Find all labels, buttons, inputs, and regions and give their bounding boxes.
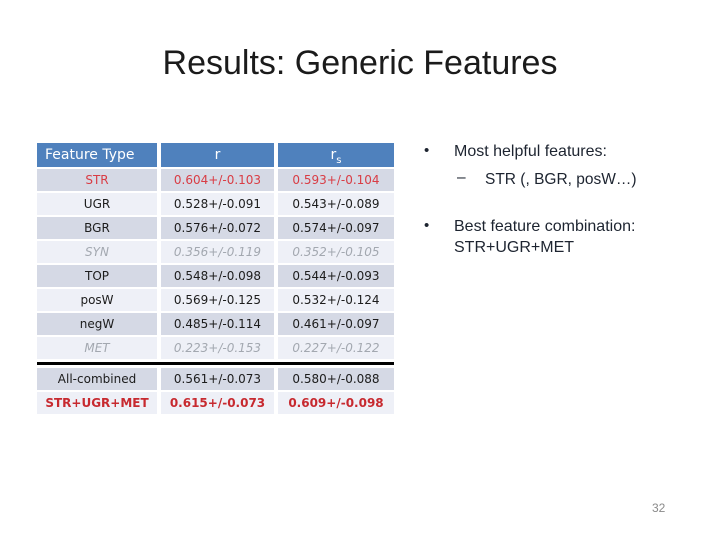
table-cell-feature-TOP: TOP [37, 265, 157, 287]
notes-panel: • Most helpful features: – STR (, BGR, p… [424, 141, 706, 258]
bullet-best-combination-label: Best feature combination: STR+UGR+MET [454, 216, 706, 258]
table-cell-r-BGR: 0.576+/-0.072 [161, 217, 274, 239]
slide-title: Results: Generic Features [162, 44, 558, 82]
table-separator-line [37, 362, 394, 365]
table-cell-rs-UGR: 0.543+/-0.089 [278, 193, 394, 215]
table-cell-rs-STR: 0.593+/-0.104 [278, 169, 394, 191]
bullet-best-combination: • Best feature combination: STR+UGR+MET [424, 216, 706, 258]
table-cell-feature-STR: STR [37, 169, 157, 191]
spacer [424, 190, 706, 216]
column-header-rs: rs [278, 143, 394, 167]
best-combination-line1: Best feature combination: [454, 218, 636, 235]
sub-bullet-label: STR (, BGR, posW…) [485, 171, 637, 188]
table-cell-feature-BGR: BGR [37, 217, 157, 239]
table-cell-r-MET: 0.223+/-0.153 [161, 337, 274, 359]
table-cell-feature-UGR: UGR [37, 193, 157, 215]
table-cell-rs-TOP: 0.544+/-0.093 [278, 265, 394, 287]
page-number: 32 [652, 501, 666, 515]
table-cell-feature-negW: negW [37, 313, 157, 335]
bullet-icon: • [424, 142, 430, 159]
table-cell-rs-MET: 0.227+/-0.122 [278, 337, 394, 359]
table-cell-r-SYN: 0.356+/-0.119 [161, 241, 274, 263]
bullet-icon: • [424, 217, 430, 234]
table-cell-rs-negW: 0.461+/-0.097 [278, 313, 394, 335]
table-cell-r-negW: 0.485+/-0.114 [161, 313, 274, 335]
column-header-r: r [161, 143, 274, 167]
column-header-feature-type: Feature Type [37, 143, 157, 167]
table-cell-r-posW: 0.569+/-0.125 [161, 289, 274, 311]
dash-icon: – [457, 169, 466, 186]
rs-subscript: s [336, 154, 342, 166]
table-cell-r-TOP: 0.548+/-0.098 [161, 265, 274, 287]
table-cell-r-All-combined: 0.561+/-0.073 [161, 368, 274, 390]
bullet-most-helpful-label: Most helpful features: [454, 143, 607, 160]
table-cell-r-UGR: 0.528+/-0.091 [161, 193, 274, 215]
table-cell-feature-STR+UGR+MET: STR+UGR+MET [37, 392, 157, 414]
table-cell-r-STR+UGR+MET: 0.615+/-0.073 [161, 392, 274, 414]
table-cell-rs-STR+UGR+MET: 0.609+/-0.098 [278, 392, 394, 414]
sub-bullet-str-bgr-posw: – STR (, BGR, posW…) [457, 169, 706, 190]
table-cell-feature-posW: posW [37, 289, 157, 311]
rs-label: r [330, 147, 337, 163]
bullet-most-helpful: • Most helpful features: [424, 141, 706, 162]
best-combination-line2: STR+UGR+MET [454, 239, 575, 256]
results-table: Feature Type r rs STR 0.604+/-0.103 0.593+… [37, 143, 394, 414]
table-cell-feature-MET: MET [37, 337, 157, 359]
table-cell-feature-SYN: SYN [37, 241, 157, 263]
table-cell-rs-posW: 0.532+/-0.124 [278, 289, 394, 311]
table-cell-rs-BGR: 0.574+/-0.097 [278, 217, 394, 239]
table-cell-rs-All-combined: 0.580+/-0.088 [278, 368, 394, 390]
table-cell-r-STR: 0.604+/-0.103 [161, 169, 274, 191]
table-cell-feature-All-combined: All-combined [37, 368, 157, 390]
table-cell-rs-SYN: 0.352+/-0.105 [278, 241, 394, 263]
